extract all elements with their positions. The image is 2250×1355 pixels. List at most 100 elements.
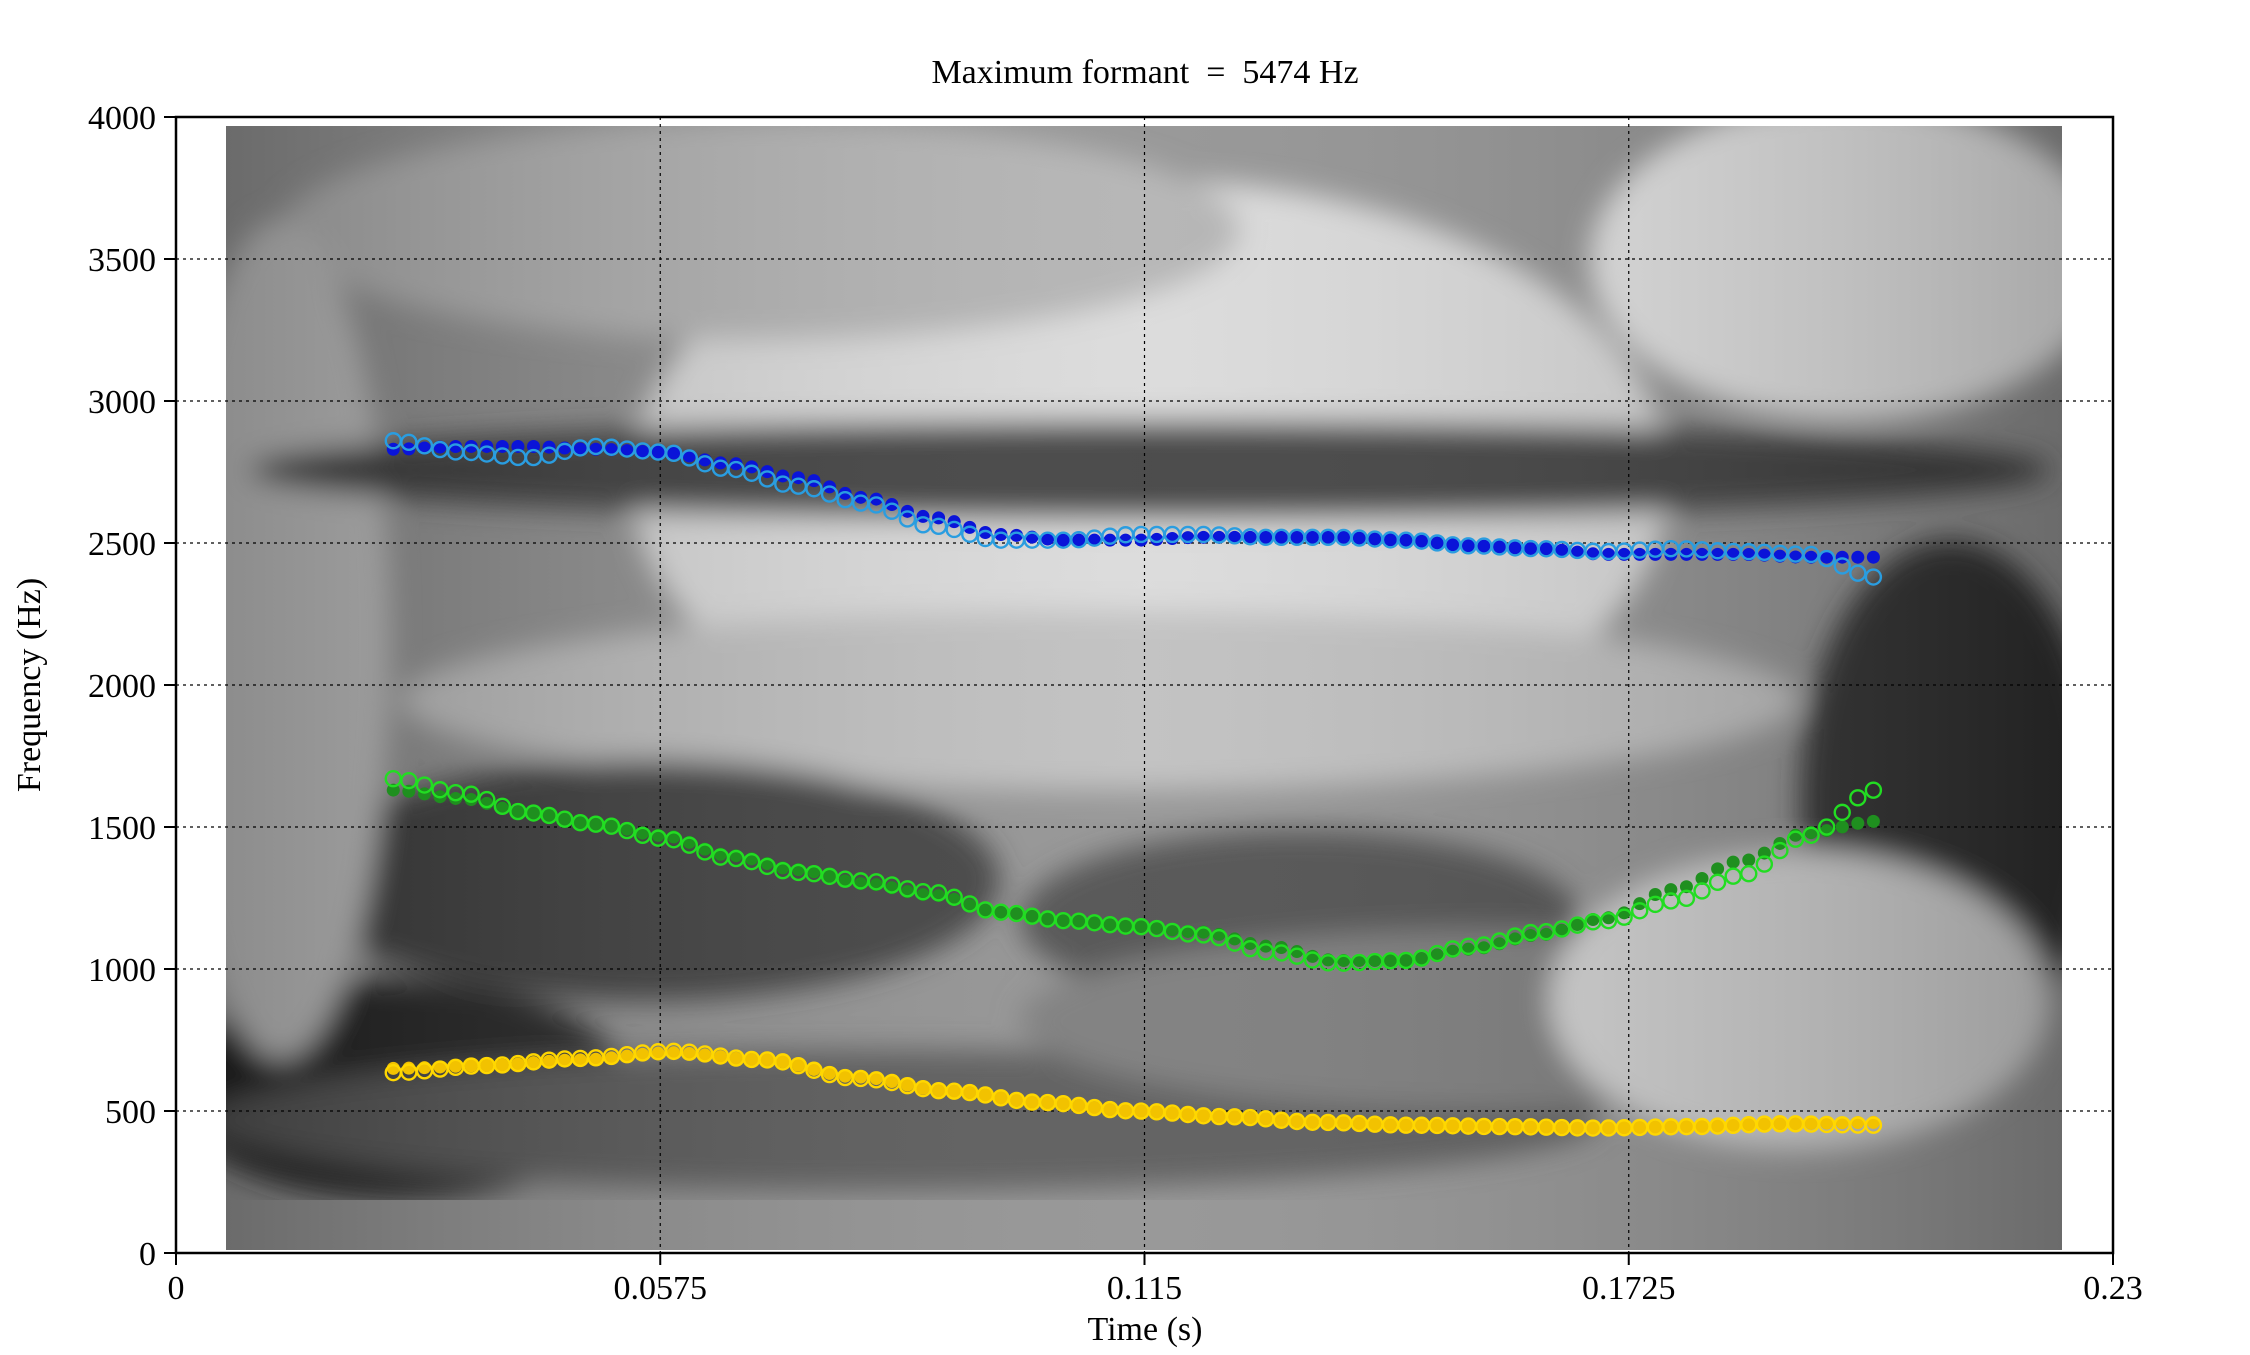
formant-dot [386, 783, 400, 797]
formant-dot [1399, 953, 1413, 967]
formant-dot [1103, 1103, 1117, 1117]
formant-dot [1711, 1119, 1725, 1133]
formant-dot [1617, 1121, 1631, 1135]
formant-dot [1025, 909, 1039, 923]
formant-dot [1009, 1093, 1023, 1107]
formant-dot [869, 492, 883, 506]
formant-dot [900, 1078, 914, 1092]
formant-dot [1181, 1107, 1195, 1121]
formant-dot [589, 817, 603, 831]
formant-dot [1134, 920, 1148, 934]
formant-dot [994, 905, 1008, 919]
formant-circle [415, 437, 434, 455]
formant-dot [1742, 853, 1756, 867]
series-1 [384, 1042, 1883, 1137]
formant-circle [1615, 908, 1633, 926]
formant-dot [1477, 539, 1491, 553]
formant-circle [462, 785, 480, 803]
formant-circle [1802, 826, 1820, 844]
formant-dot [417, 787, 431, 801]
formant-dot [1773, 1117, 1787, 1131]
formant-circle [883, 876, 901, 894]
formant-dot [604, 819, 618, 833]
formant-dot [511, 805, 525, 819]
formant-dot [1306, 1115, 1320, 1129]
formant-dot [1648, 1120, 1662, 1134]
formant-circle [945, 888, 963, 906]
formant-dot [558, 812, 572, 826]
formant-circle [945, 520, 963, 539]
formant-dot [1290, 1115, 1304, 1129]
formant-circle [493, 797, 512, 816]
formant-circle [1864, 568, 1883, 586]
formant-dot [1259, 1112, 1273, 1126]
formant-dot [1009, 907, 1023, 921]
formant-dot [651, 445, 665, 459]
formant-circle [665, 831, 683, 849]
formant-dot [1430, 1118, 1444, 1132]
formant-dot [1820, 550, 1834, 564]
formant-dot [573, 1053, 587, 1067]
formant-circle [742, 852, 761, 871]
formant-dot [1477, 1119, 1491, 1133]
formant-circle [555, 810, 574, 828]
formant-circle [540, 446, 558, 464]
formant-dot [1555, 1121, 1569, 1135]
formant-circle [1225, 934, 1244, 952]
formant-dot [1789, 1117, 1803, 1131]
formant-dot [1212, 1110, 1226, 1124]
x-axis-label: Time (s) [1088, 1311, 1203, 1348]
formant-dot [1274, 530, 1288, 544]
formant-dot [1835, 550, 1849, 564]
formant-dot [1025, 1095, 1039, 1109]
x-tick-label: 0.1725 [1582, 1270, 1676, 1307]
formant-circle [1802, 545, 1820, 564]
formant-dot [527, 1056, 541, 1070]
formant-circle [1771, 841, 1789, 860]
formant-dot [1711, 862, 1725, 876]
formant-dot [1368, 1117, 1382, 1131]
formant-dot [636, 445, 650, 459]
formant-dot [1072, 1098, 1086, 1112]
formant-dot [1274, 1113, 1288, 1127]
x-tick-label: 0.23 [2083, 1270, 2143, 1307]
y-tick-label: 0 [139, 1236, 156, 1273]
formant-dot [1321, 1115, 1335, 1129]
formant-dot [1664, 883, 1678, 897]
formant-circle [1864, 1116, 1883, 1134]
formant-dot [713, 456, 727, 470]
formant-dot [1228, 932, 1242, 946]
formant-circle [680, 449, 699, 467]
formant-dot [1726, 1118, 1740, 1132]
formant-dot [480, 1059, 494, 1073]
formant-dot [433, 1060, 447, 1074]
formant-dot [1539, 542, 1553, 556]
formant-dot [464, 793, 478, 807]
formant-dot [1290, 530, 1304, 544]
formant-dot [1399, 1118, 1413, 1132]
y-axis-label: Frequency (Hz) [11, 578, 48, 792]
formant-tracks [384, 432, 1883, 1137]
formant-dot [573, 442, 587, 456]
formant-dot [651, 1046, 665, 1060]
y-tick-label: 1500 [88, 810, 156, 847]
formant-dot [667, 446, 681, 460]
x-tick-label: 0 [168, 1270, 185, 1307]
formant-dot [464, 439, 478, 453]
formant-circle [1412, 949, 1431, 967]
formant-circle [758, 470, 776, 488]
formant-dot [558, 1053, 572, 1067]
formant-dot [449, 439, 463, 453]
formant-dot [1196, 1109, 1210, 1123]
formant-dot [1087, 1101, 1101, 1115]
formant-circle [1833, 557, 1851, 575]
formant-circle [1786, 830, 1805, 848]
formant-dot [1337, 530, 1351, 544]
formant-circle [774, 1053, 792, 1071]
formant-circle [696, 455, 714, 473]
formant-dot [1461, 1119, 1475, 1133]
formant-dot [1695, 871, 1709, 885]
y-tick-label: 2500 [88, 526, 156, 563]
formant-dot [1866, 814, 1880, 828]
